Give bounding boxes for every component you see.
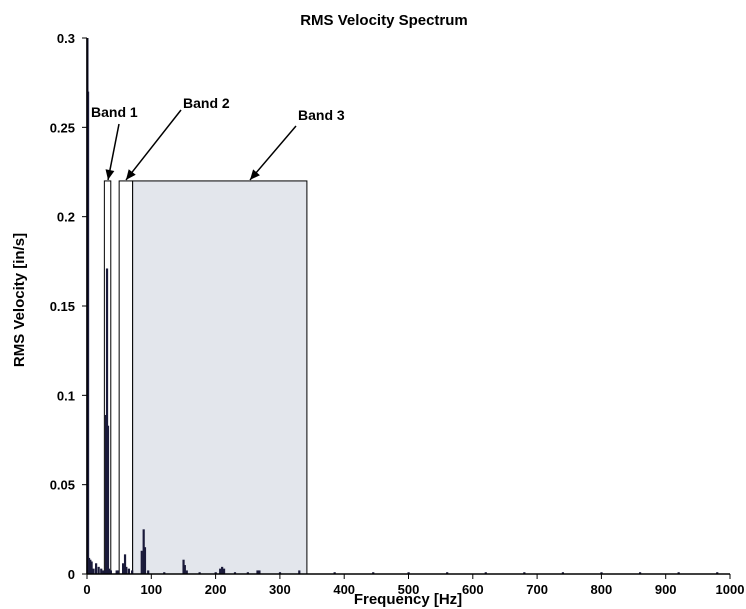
band-region — [132, 180, 308, 575]
spectrum-bar — [222, 568, 226, 574]
spectrum-bar — [140, 550, 143, 574]
spectrum-bar — [123, 554, 127, 574]
spectrum-bar — [105, 268, 109, 574]
x-tick-label: 100 — [140, 582, 162, 597]
y-tick-label: 0.15 — [50, 299, 75, 314]
band-region — [118, 180, 134, 575]
spectrum-bar — [372, 572, 375, 574]
spectrum-bar — [407, 572, 410, 574]
spectrum-bar — [214, 572, 217, 574]
spectrum-bar — [131, 570, 134, 574]
y-tick-label: 0.1 — [57, 388, 75, 403]
spectrum-bar — [87, 557, 91, 574]
x-tick-label: 500 — [398, 582, 420, 597]
spectrum-bar — [185, 570, 188, 574]
band-arrowhead — [250, 169, 260, 180]
x-tick-label: 0 — [83, 582, 90, 597]
spectrum-bar — [183, 565, 186, 574]
spectrum-bar — [116, 570, 120, 574]
spectrum-bar — [86, 91, 90, 574]
x-tick-label: 400 — [333, 582, 355, 597]
spectrum-bar — [147, 570, 150, 574]
x-tick-label: 900 — [655, 582, 677, 597]
spectrum-bar — [219, 568, 222, 574]
spectrum-bar — [142, 529, 145, 574]
x-tick-label: 200 — [205, 582, 227, 597]
spectrum-bar — [677, 572, 680, 574]
spectrum-bar — [256, 570, 259, 574]
spectrum-bar — [115, 570, 118, 574]
band-arrowhead — [126, 169, 136, 180]
spectrum-bar — [600, 572, 603, 574]
band-arrow — [125, 109, 182, 181]
spectrum-bar — [122, 563, 125, 574]
spectrum-bar — [246, 572, 249, 574]
spectrum-bar — [333, 572, 336, 574]
spectrum-bar — [561, 572, 565, 574]
x-tick-label: 300 — [269, 582, 291, 597]
spectrum-bar — [106, 425, 110, 574]
spectrum-bar — [523, 572, 526, 574]
y-tick-label: 0.2 — [57, 210, 75, 225]
band-label: Band 2 — [183, 95, 230, 111]
spectrum-bar — [182, 559, 185, 574]
spectrum-bar — [143, 547, 147, 574]
band-arrowhead — [105, 169, 115, 180]
spectrum-bar — [278, 572, 282, 574]
band-label: Band 1 — [91, 104, 138, 120]
y-tick-label: 0.25 — [50, 120, 75, 135]
x-axis-label: Frequency [Hz] — [354, 591, 462, 608]
spectrum-bar — [638, 572, 642, 574]
spectrum-bar — [89, 559, 92, 574]
x-ticks: 0 100 200 300 400 500 600 700 800 900 1000 — [83, 574, 744, 597]
spectrum-bar — [127, 568, 130, 574]
y-tick-label: 0.05 — [50, 478, 75, 493]
band-regions — [103, 180, 308, 575]
x-tick-label: 600 — [462, 582, 484, 597]
x-tick-label: 1000 — [716, 582, 745, 597]
spectrum-bar — [298, 570, 301, 574]
y-tick-label: 0 — [68, 567, 75, 582]
spectrum-bar — [97, 566, 100, 574]
spectrum-bar — [258, 570, 261, 574]
spectrum-bar — [107, 568, 111, 574]
spectrum-bar — [446, 572, 449, 574]
y-tick-label: 0.3 — [57, 31, 75, 46]
spectrum-bar — [109, 570, 112, 574]
spectrum-bar — [95, 563, 98, 574]
spectrum-bar — [233, 572, 237, 574]
spectrum-bar — [198, 572, 201, 574]
band-annotations: Band 1 Band 2 Band 3 — [91, 95, 345, 181]
spectrum-bar — [221, 566, 224, 574]
y-ticks: 0 0.05 0.1 0.15 0.2 0.25 0.3 — [50, 31, 87, 582]
spectrum-bar — [163, 572, 166, 574]
y-axis-label: RMS Velocity [in/s] — [11, 233, 28, 367]
spectrum-bar — [484, 572, 487, 574]
x-tick-label: 800 — [591, 582, 613, 597]
spectrum-bar — [92, 568, 95, 574]
x-tick-label: 700 — [526, 582, 548, 597]
spectrum-bar — [100, 568, 103, 574]
spectrum-bar — [90, 561, 93, 574]
spectrum-bar — [102, 570, 105, 574]
band-arrow — [249, 125, 297, 181]
chart-title: RMS Velocity Spectrum — [300, 12, 468, 29]
spectrum-bar — [125, 566, 128, 574]
spectrum-bar — [716, 572, 719, 574]
band-label: Band 3 — [298, 107, 345, 123]
